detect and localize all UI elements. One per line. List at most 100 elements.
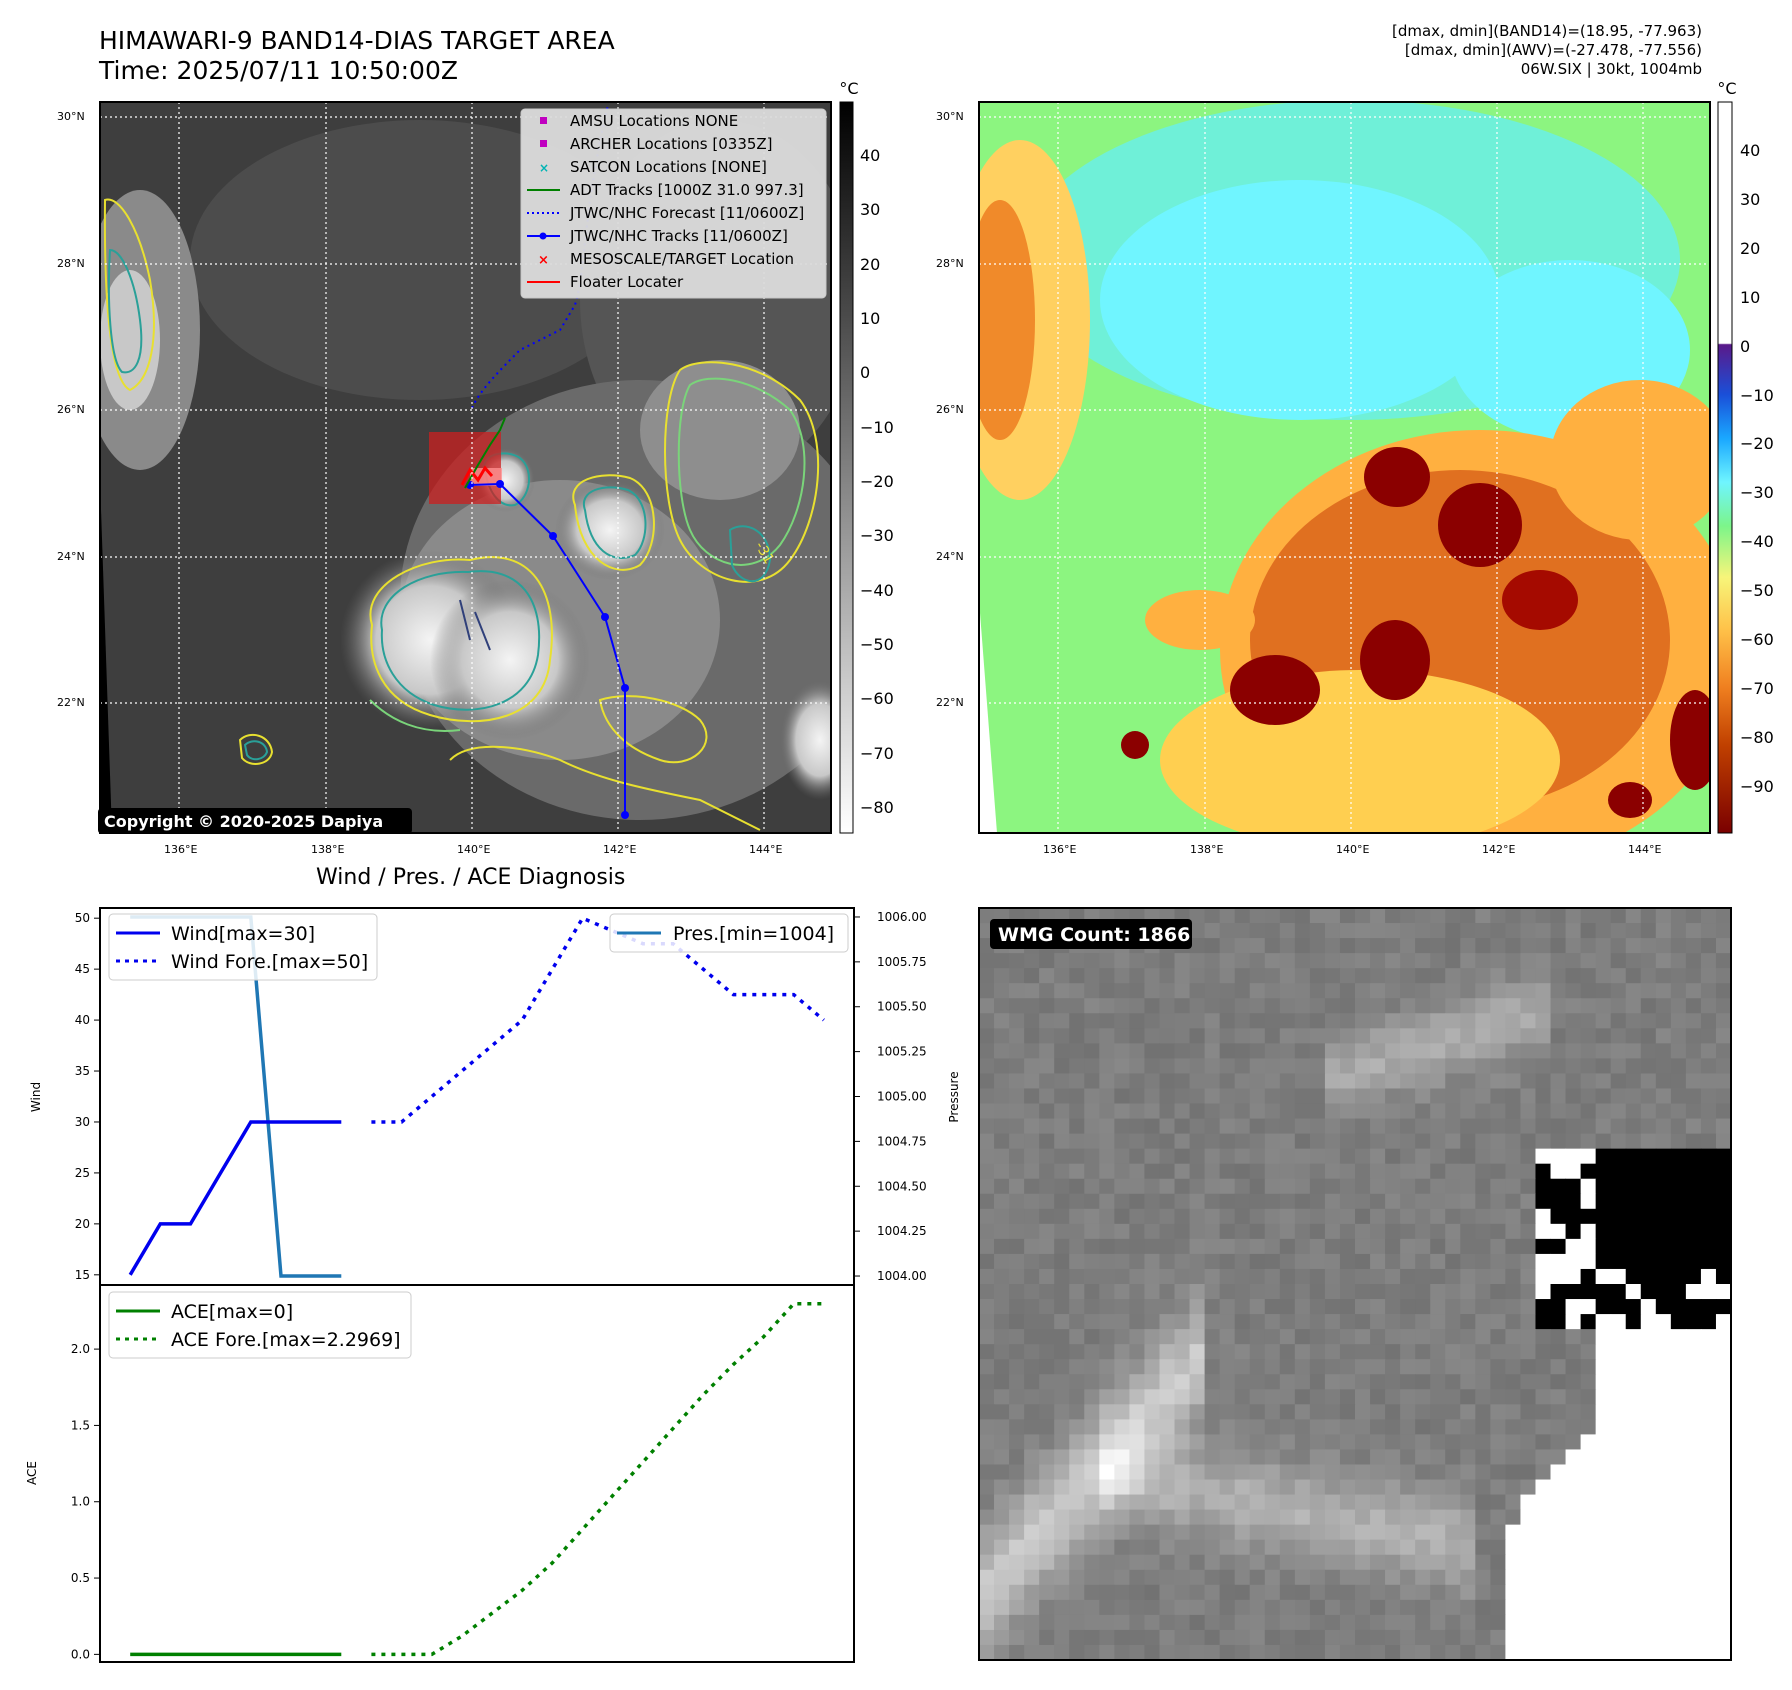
wmg-cell <box>1159 1013 1176 1029</box>
wmg-cell <box>1234 938 1251 954</box>
wmg-cell <box>1054 1629 1070 1646</box>
wmg-cell <box>1039 983 1055 999</box>
wmg-cell <box>1550 1133 1567 1150</box>
wmg-cell <box>1129 1208 1145 1225</box>
wmg-cell <box>1625 1208 1642 1225</box>
wmg-cell <box>1174 1118 1191 1135</box>
wmg-cell <box>1685 1163 1702 1180</box>
wmg-cell <box>1129 1644 1145 1661</box>
wmg-cell <box>1520 1223 1536 1240</box>
left-cbar-tick: 10 <box>860 309 881 328</box>
wmg-cell <box>1520 1118 1536 1135</box>
wmg-cell <box>1475 1299 1491 1315</box>
wmg-cell <box>1339 1449 1356 1465</box>
wmg-cell <box>1234 1404 1251 1420</box>
wmg-cell <box>1565 1163 1582 1180</box>
wmg-cell <box>1520 1193 1536 1210</box>
wmg-cell <box>1084 1223 1100 1240</box>
wmg-cell <box>1309 1088 1326 1105</box>
wmg-cell <box>1700 1569 1717 1586</box>
wmg-cell <box>1505 1584 1521 1601</box>
wmg-cell <box>1400 1494 1416 1511</box>
wmg-cell <box>1370 1539 1386 1556</box>
wmg-cell <box>1430 1058 1446 1074</box>
wmg-cell <box>1715 1329 1732 1345</box>
wmg-cell <box>1670 1073 1687 1089</box>
wmg-cell <box>1700 1073 1717 1089</box>
wmg-cell <box>1400 1088 1416 1105</box>
wmg-cell <box>1114 1193 1130 1210</box>
figure-title-line2: Time: 2025/07/11 10:50:00Z <box>99 56 458 85</box>
wmg-cell <box>1204 938 1221 954</box>
wmg-cell <box>1655 1043 1672 1059</box>
wmg-cell <box>1670 1058 1687 1074</box>
left-cbar-tick: −60 <box>860 689 894 708</box>
wmg-cell <box>1415 1524 1431 1541</box>
wmg-cell <box>1264 1404 1281 1420</box>
wmg-cell <box>1204 908 1221 924</box>
wmg-cell <box>1460 1028 1476 1044</box>
wmg-cell <box>1249 968 1266 984</box>
wmg-cell <box>1640 1524 1657 1541</box>
wmg-cell <box>1279 1629 1296 1646</box>
wmg-cell <box>1114 1359 1130 1375</box>
wmg-cell <box>1159 1524 1176 1541</box>
wmg-cell <box>1144 1073 1160 1089</box>
wmg-cell <box>1640 1088 1657 1105</box>
wmg-cell <box>1144 1524 1160 1541</box>
wmg-cell <box>1024 1494 1040 1511</box>
wmg-cell <box>1339 1404 1356 1420</box>
copyright-badge <box>98 808 412 834</box>
wmg-cell <box>1655 1644 1672 1661</box>
wmg-cell <box>1204 1088 1221 1105</box>
wmg-cell <box>1024 1389 1040 1405</box>
wmg-cell <box>1460 1133 1476 1150</box>
wmg-cell <box>1114 1284 1130 1300</box>
wmg-cell <box>1580 1419 1597 1435</box>
wmg-cell <box>1189 1013 1206 1029</box>
wmg-cell <box>1024 953 1040 969</box>
wmg-cell <box>1460 1284 1476 1300</box>
wmg-cell <box>994 1569 1010 1586</box>
wmg-cell <box>1294 1434 1311 1450</box>
wmg-cell <box>1099 1268 1115 1285</box>
wmg-cell <box>1129 1434 1145 1450</box>
wmg-cell <box>1460 1058 1476 1074</box>
wmg-cell <box>1700 1299 1717 1315</box>
wmg-cell <box>1009 1599 1025 1616</box>
wmg-cell <box>1670 1043 1687 1059</box>
wmg-cell <box>1204 1268 1221 1285</box>
wmg-cell <box>1144 1434 1160 1450</box>
wmg-cell <box>1475 998 1491 1014</box>
wmg-cell <box>1625 953 1642 969</box>
wmg-cell <box>1309 1193 1326 1210</box>
wmg-cell <box>1249 1374 1266 1390</box>
wmg-cell <box>1505 1599 1521 1616</box>
wmg-cell <box>1174 1088 1191 1105</box>
wmg-cell <box>1144 1058 1160 1074</box>
wmg-cell <box>1039 1058 1055 1074</box>
wmg-cell <box>1700 1539 1717 1556</box>
wmg-cell <box>1129 1013 1145 1029</box>
wmg-cell <box>1460 998 1476 1014</box>
wmg-cell <box>1204 1133 1221 1150</box>
wmg-cell <box>1114 1344 1130 1360</box>
ace-tick-label: 0.5 <box>71 1571 90 1585</box>
wmg-cell <box>1279 1494 1296 1511</box>
wmg-cell <box>1309 968 1326 984</box>
wmg-cell <box>1355 1299 1371 1315</box>
wmg-cell <box>1144 1103 1160 1120</box>
wmg-cell <box>1520 1268 1536 1285</box>
wmg-cell <box>1084 998 1100 1014</box>
wmg-cell <box>1099 1299 1115 1315</box>
wmg-cell <box>1610 1374 1627 1390</box>
wmg-cell <box>1445 1208 1461 1225</box>
wmg-cell <box>1700 1223 1717 1240</box>
wmg-cell <box>1415 1344 1431 1360</box>
wmg-cell <box>1580 1103 1597 1120</box>
wmg-cell <box>1505 1419 1521 1435</box>
wmg-cell <box>1370 1494 1386 1511</box>
wmg-cell <box>1159 1133 1176 1150</box>
wmg-cell <box>1685 1028 1702 1044</box>
wmg-cell <box>1490 1073 1506 1089</box>
